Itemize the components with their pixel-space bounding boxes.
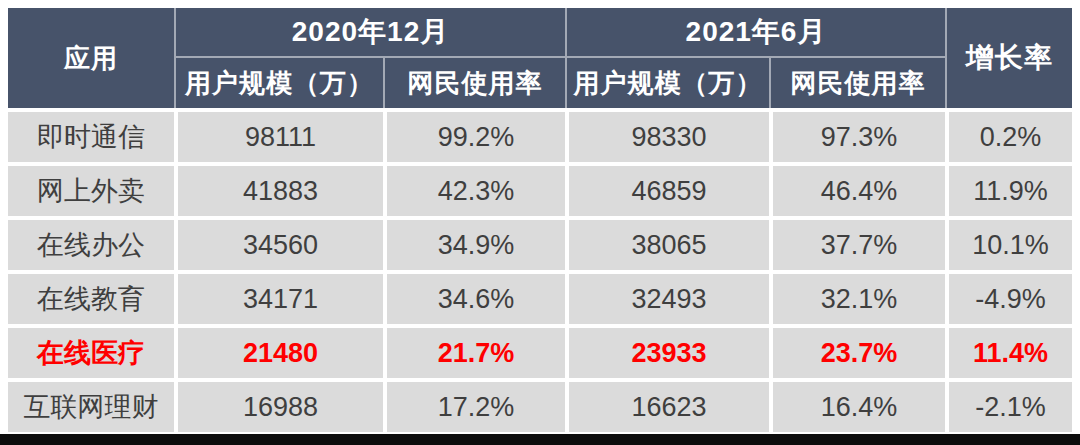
- table-body: 即时通信 98111 99.2% 98330 97.3% 0.2% 网上外卖 4…: [8, 112, 1072, 432]
- cell-growth: -2.1%: [949, 382, 1072, 432]
- cell-user-2020: 34560: [178, 220, 383, 270]
- cell-rate-2020: 17.2%: [387, 382, 565, 432]
- header-cell-usage-rate-2021: 网民使用率: [771, 58, 947, 108]
- cell-growth: 10.1%: [949, 220, 1072, 270]
- cell-growth: 11.9%: [949, 166, 1072, 216]
- header-group-2021-06: 2021年6月: [567, 8, 947, 58]
- cell-user-2021: 98330: [569, 112, 769, 162]
- header-cell-usage-rate-2020: 网民使用率: [385, 58, 567, 108]
- table-header: 应用 2020年12月 2021年6月 增长率 用户规模（万） 网民使用率 用户…: [8, 8, 1072, 108]
- header-cell-user-scale-2020: 用户规模（万）: [176, 58, 385, 108]
- cell-growth: 0.2%: [949, 112, 1072, 162]
- cell-rate-2020: 21.7%: [387, 328, 565, 378]
- cell-rate-2020: 34.9%: [387, 220, 565, 270]
- cell-rate-2020: 42.3%: [387, 166, 565, 216]
- cell-user-2020: 21480: [178, 328, 383, 378]
- bottom-divider-bar: [0, 434, 1080, 445]
- cell-app-name: 在线医疗: [8, 328, 174, 378]
- cell-app-name: 互联网理财: [8, 382, 174, 432]
- cell-user-2021: 38065: [569, 220, 769, 270]
- cell-growth: -4.9%: [949, 274, 1072, 324]
- cell-user-2021: 23933: [569, 328, 769, 378]
- cell-user-2021: 32493: [569, 274, 769, 324]
- header-cell-growth-rate: 增长率: [947, 8, 1072, 108]
- cell-rate-2021: 16.4%: [773, 382, 945, 432]
- cell-user-2021: 16623: [569, 382, 769, 432]
- header-cell-user-scale-2021: 用户规模（万）: [567, 58, 771, 108]
- cell-user-2020: 34171: [178, 274, 383, 324]
- cell-rate-2021: 32.1%: [773, 274, 945, 324]
- header-group-2020-12: 2020年12月: [176, 8, 567, 58]
- cell-rate-2021: 46.4%: [773, 166, 945, 216]
- cell-rate-2020: 99.2%: [387, 112, 565, 162]
- cell-app-name: 即时通信: [8, 112, 174, 162]
- cell-app-name: 在线教育: [8, 274, 174, 324]
- cell-user-2020: 41883: [178, 166, 383, 216]
- cell-app-name: 在线办公: [8, 220, 174, 270]
- cell-rate-2021: 37.7%: [773, 220, 945, 270]
- cell-rate-2021: 97.3%: [773, 112, 945, 162]
- cell-user-2020: 16988: [178, 382, 383, 432]
- cell-growth: 11.4%: [949, 328, 1072, 378]
- cell-rate-2020: 34.6%: [387, 274, 565, 324]
- header-cell-app: 应用: [8, 8, 176, 108]
- cell-user-2020: 98111: [178, 112, 383, 162]
- cell-rate-2021: 23.7%: [773, 328, 945, 378]
- statistics-table: 应用 2020年12月 2021年6月 增长率 用户规模（万） 网民使用率 用户…: [8, 8, 1072, 432]
- cell-app-name: 网上外卖: [8, 166, 174, 216]
- cell-user-2021: 46859: [569, 166, 769, 216]
